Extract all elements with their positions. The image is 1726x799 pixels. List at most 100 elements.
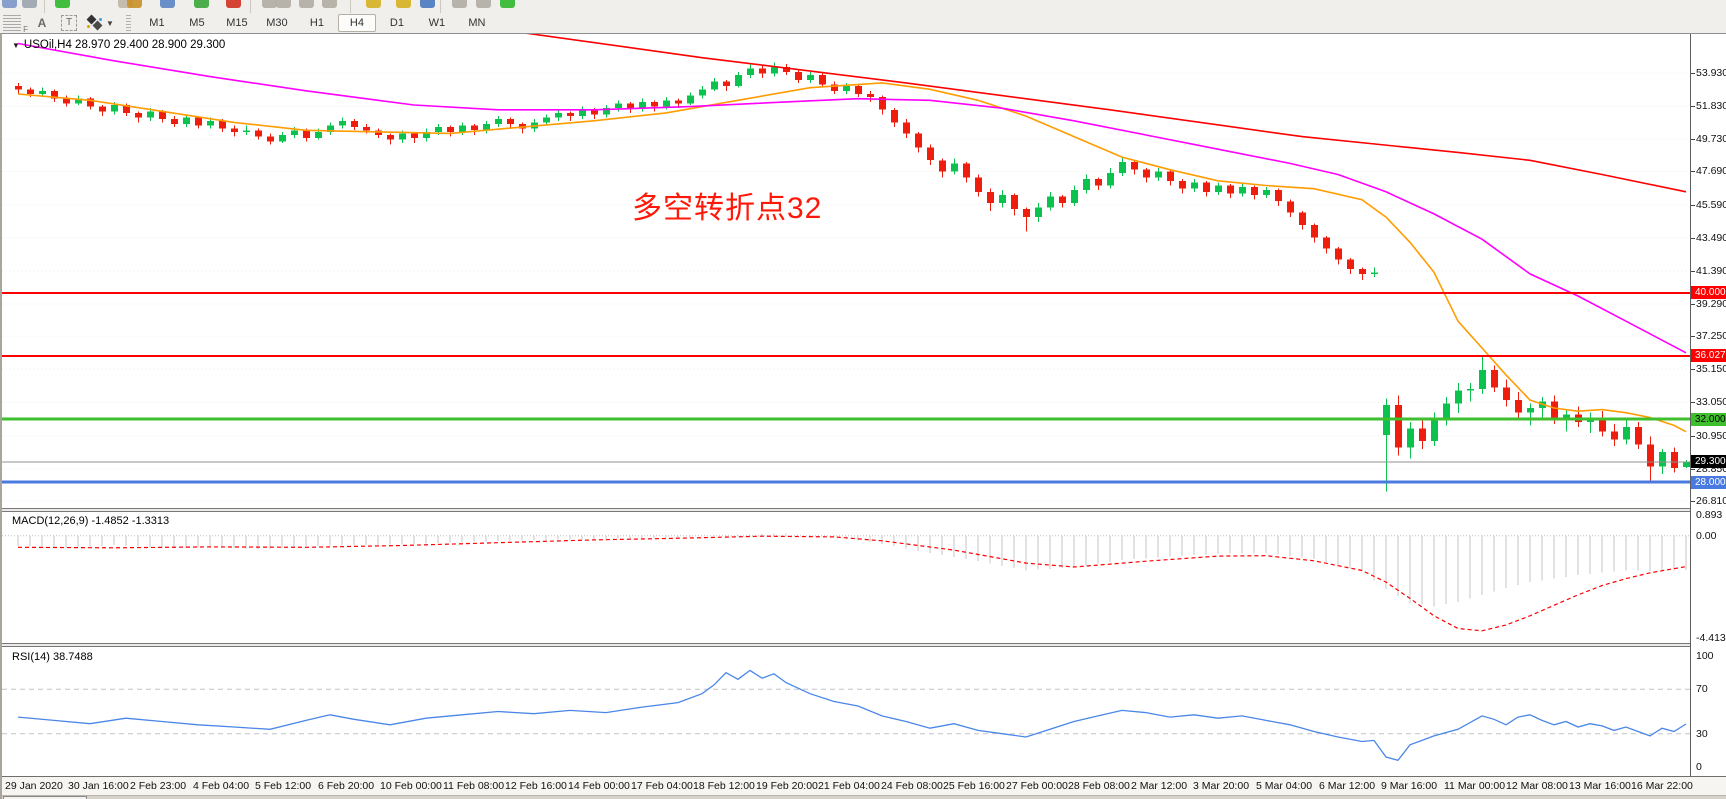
candle-body: [987, 191, 994, 203]
candle-body: [363, 127, 370, 131]
toolbar-drag-handle[interactable]: [125, 15, 131, 31]
toolbar-icon-clipped[interactable]: [262, 0, 277, 8]
panel-separator[interactable]: [2, 643, 1726, 647]
timeframe-button-mn[interactable]: MN: [468, 17, 486, 29]
candle-body: [1251, 187, 1258, 195]
candle-body: [1503, 387, 1510, 401]
candle-wick: [1386, 398, 1387, 492]
timeframe-button-m5[interactable]: M5: [189, 17, 205, 29]
timeframe-button-h4[interactable]: H4: [337, 14, 376, 32]
toolbar-icon-clipped[interactable]: [476, 0, 491, 8]
timeframe-button-m30[interactable]: M30: [266, 17, 288, 29]
candle-body: [567, 112, 574, 117]
date-axis-label: 6 Feb 20:00: [318, 780, 375, 792]
candle-body: [807, 75, 814, 80]
toolbar-icon-clipped[interactable]: [420, 0, 435, 8]
candle-body: [27, 89, 34, 94]
candle-body: [495, 119, 502, 124]
macd-indicator-canvas[interactable]: [2, 512, 1690, 643]
symbol-dropdown-icon[interactable]: ▼: [12, 41, 20, 50]
scrollbar-thumb[interactable]: [3, 796, 87, 799]
candle-body: [1659, 452, 1666, 467]
symbol-title[interactable]: ▼ USOil,H4 28.970 29.400 28.900 29.300: [12, 39, 225, 51]
slow-ma-line[interactable]: [510, 34, 1687, 193]
date-axis-label: 24 Feb 08:00: [881, 780, 943, 792]
toolbar-icon-clipped[interactable]: [118, 0, 133, 8]
timeframe-button-d1[interactable]: D1: [389, 17, 404, 29]
drawing-tools-icon[interactable]: [86, 14, 103, 31]
candle-body: [711, 81, 718, 90]
toolbar-icon-clipped[interactable]: [396, 0, 411, 8]
toolbar-icon-clipped[interactable]: [366, 0, 381, 8]
date-axis-label: 10 Feb 00:00: [380, 780, 442, 792]
timeframe-button-w1[interactable]: W1: [428, 17, 446, 29]
time-axis[interactable]: 29 Jan 2020 30 Jan 16:00 2 Feb 23:00 4 Feb …: [2, 776, 1726, 796]
candle-body: [1407, 428, 1414, 448]
toolbar-icon-clipped[interactable]: [22, 0, 37, 8]
candle-wick: [1566, 409, 1567, 432]
fast-ma-line[interactable]: [17, 82, 1687, 433]
drawing-tools-caret-icon[interactable]: ▼: [106, 18, 114, 28]
candle-body: [1479, 370, 1486, 389]
date-axis-label: 9 Mar 16:00: [1381, 780, 1438, 792]
date-axis-label: 3 Mar 20:00: [1193, 780, 1250, 792]
candle-body: [1239, 187, 1246, 194]
candle-body: [315, 131, 322, 139]
toolbar-icon-clipped[interactable]: [127, 0, 142, 8]
horizontal-scrollbar[interactable]: [2, 795, 1726, 799]
toolbar-icon-clipped[interactable]: [194, 0, 209, 8]
timeframe-button-h1[interactable]: H1: [309, 17, 324, 29]
toolbar-icon-clipped[interactable]: [276, 0, 291, 8]
text-object-tool-icon[interactable]: T: [61, 15, 77, 31]
candle-body: [759, 68, 766, 74]
date-axis-label: 18 Feb 12:00: [693, 780, 755, 792]
candle-body: [651, 101, 658, 107]
candle-body: [279, 135, 286, 142]
candle-body: [1287, 201, 1294, 213]
candle-body: [1095, 179, 1102, 186]
toolbar-icon-clipped[interactable]: [500, 0, 515, 8]
price-axis-tick: 49.730: [1696, 133, 1726, 145]
horizontal-level-lines[interactable]: [2, 292, 1690, 484]
price-axis-tick: 37.250: [1696, 330, 1726, 342]
rsi-indicator-canvas[interactable]: [2, 647, 1690, 776]
price-axis-tick: 47.690: [1696, 165, 1726, 177]
timeframe-button-m15[interactable]: M15: [226, 17, 248, 29]
price-chart-canvas[interactable]: [2, 34, 1690, 508]
toolbar-separator: [250, 0, 251, 13]
toolbar-icon-clipped[interactable]: [452, 0, 467, 8]
date-axis-label: 19 Feb 20:00: [756, 780, 818, 792]
toolbar-icon-clipped[interactable]: [160, 0, 175, 8]
price-axis-tick-mark: [1691, 469, 1695, 470]
date-axis-label: 21 Feb 04:00: [818, 780, 880, 792]
toolbar-icon-clipped[interactable]: [226, 0, 241, 8]
candle-body: [111, 105, 118, 112]
grid-tool-icon[interactable]: F: [3, 15, 28, 34]
toolbar-icon-clipped[interactable]: [2, 0, 17, 8]
candle-body: [723, 81, 730, 87]
toolbar-icon-clipped[interactable]: [55, 0, 70, 8]
price-axis-tick-mark: [1691, 436, 1695, 437]
toolbar-icon-clipped[interactable]: [299, 0, 314, 8]
rsi-axis-label: 30: [1696, 728, 1708, 740]
price-axis-tick: 51.830: [1696, 100, 1726, 112]
chart-text-annotation[interactable]: 多空转折点32: [632, 192, 823, 225]
medium-ma-line[interactable]: [17, 42, 1687, 354]
toolbar-separator: [350, 0, 351, 13]
timeframe-button-m1[interactable]: M1: [149, 17, 165, 29]
candle-body: [75, 98, 82, 104]
candle-wick: [1530, 403, 1531, 426]
toolbar-icon-clipped[interactable]: [322, 0, 337, 8]
rsi-axis-label: 100: [1696, 650, 1714, 662]
candle-body: [1455, 390, 1462, 404]
candle-body: [399, 133, 406, 140]
candle-body: [1275, 190, 1282, 202]
price-axis-tick-mark: [1691, 402, 1695, 403]
candle-body: [855, 86, 862, 94]
toolbar-top-row: [0, 0, 1726, 13]
price-axis[interactable]: 53.930 51.830 49.730 47.690 45.590 43.490 41.3…: [1691, 34, 1726, 776]
panel-separator[interactable]: [2, 508, 1726, 512]
text-label-tool-icon[interactable]: A: [37, 16, 47, 30]
candle-body: [735, 75, 742, 87]
